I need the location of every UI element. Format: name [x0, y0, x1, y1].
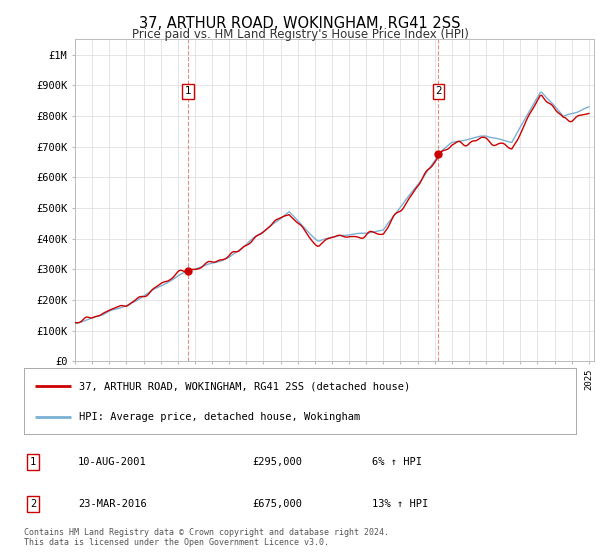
- Text: Contains HM Land Registry data © Crown copyright and database right 2024.
This d: Contains HM Land Registry data © Crown c…: [24, 528, 389, 547]
- Text: 6% ↑ HPI: 6% ↑ HPI: [372, 457, 422, 467]
- Text: £295,000: £295,000: [252, 457, 302, 467]
- Text: HPI: Average price, detached house, Wokingham: HPI: Average price, detached house, Woki…: [79, 413, 361, 422]
- Text: Price paid vs. HM Land Registry's House Price Index (HPI): Price paid vs. HM Land Registry's House …: [131, 28, 469, 41]
- Text: £675,000: £675,000: [252, 499, 302, 509]
- Text: 23-MAR-2016: 23-MAR-2016: [78, 499, 147, 509]
- Text: 1: 1: [185, 86, 191, 96]
- Text: 37, ARTHUR ROAD, WOKINGHAM, RG41 2SS (detached house): 37, ARTHUR ROAD, WOKINGHAM, RG41 2SS (de…: [79, 381, 410, 391]
- Text: 1: 1: [30, 457, 36, 467]
- Text: 2: 2: [30, 499, 36, 509]
- Text: 10-AUG-2001: 10-AUG-2001: [78, 457, 147, 467]
- Text: 2: 2: [435, 86, 442, 96]
- Text: 37, ARTHUR ROAD, WOKINGHAM, RG41 2SS: 37, ARTHUR ROAD, WOKINGHAM, RG41 2SS: [139, 16, 461, 31]
- Text: 13% ↑ HPI: 13% ↑ HPI: [372, 499, 428, 509]
